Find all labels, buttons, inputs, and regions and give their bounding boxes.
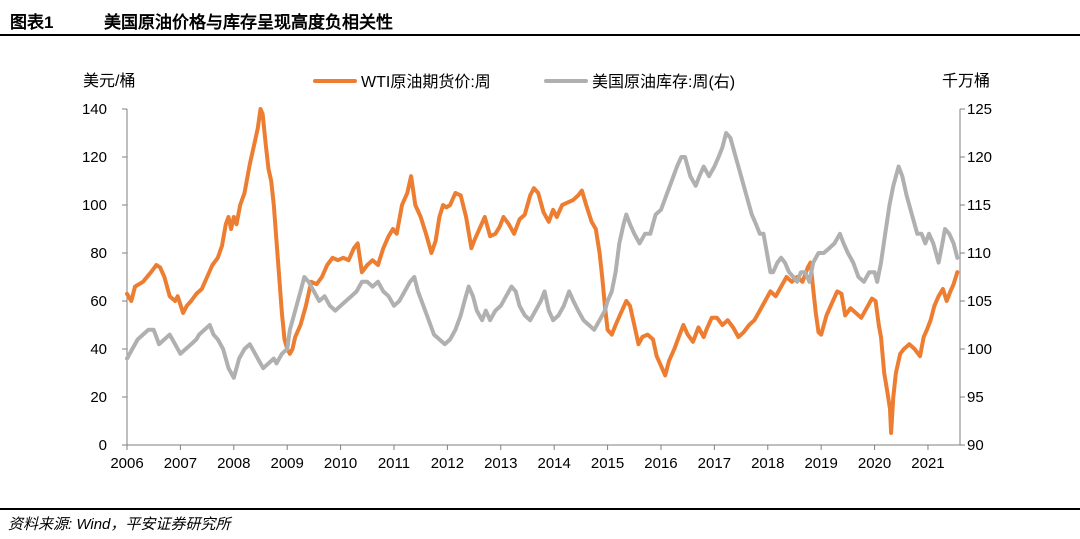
y-tick-label-left: 120 <box>82 149 107 166</box>
x-tick-label: 2009 <box>271 455 304 472</box>
y-tick-label-left: 0 <box>99 437 107 454</box>
header-rule <box>0 34 1080 36</box>
x-tick-label: 2017 <box>698 455 731 472</box>
y-tick-label-right: 105 <box>967 293 992 310</box>
x-tick-label: 2021 <box>911 455 944 472</box>
dual-axis-line-chart: 0 20 40 60 80 100 120 140 90 95 100 105 110 115 120 125… <box>82 72 992 472</box>
x-tick-label: 2016 <box>644 455 677 472</box>
y-tick-label-left: 40 <box>90 341 107 358</box>
figure-header: 图表1 美国原油价格与库存呈现高度负相关性 <box>0 0 1080 36</box>
x-tick-label: 2011 <box>378 455 410 472</box>
y-tick-label-right: 115 <box>967 197 991 214</box>
y-axis-label-right: 千万桶 <box>942 72 990 90</box>
y-tick-label-left: 20 <box>90 389 107 406</box>
y-tick-label-right: 100 <box>967 341 992 358</box>
x-tick-label: 2020 <box>858 455 891 472</box>
x-tick-label: 2018 <box>751 455 784 472</box>
x-tick-label: 2015 <box>591 455 624 472</box>
figure-number: 图表1 <box>10 13 54 32</box>
y-tick-label-right: 95 <box>967 389 984 406</box>
x-tick-label: 2006 <box>110 455 143 472</box>
figure-title: 美国原油价格与库存呈现高度负相关性 <box>104 13 393 32</box>
y-tick-label-right: 120 <box>967 149 992 166</box>
x-tick-label: 2012 <box>431 455 464 472</box>
y-tick-label-right: 110 <box>967 245 991 262</box>
legend-label: WTI原油期货价:周 <box>361 73 491 91</box>
series-line-inventory <box>125 131 960 380</box>
y-axis-label-left: 美元/桶 <box>83 72 135 90</box>
y-tick-label-right: 125 <box>967 101 992 118</box>
y-tick-label-left: 60 <box>90 293 107 310</box>
x-tick-label: 2008 <box>217 455 250 472</box>
source-note: 资料来源: Wind，平安证券研究所 <box>8 516 231 533</box>
x-tick-label: 2014 <box>537 455 570 472</box>
y-tick-label-left: 80 <box>90 245 107 262</box>
series-line-wti-price <box>125 107 960 435</box>
x-tick-label: 2019 <box>804 455 837 472</box>
y-tick-label-left: 140 <box>82 101 107 118</box>
x-tick-label: 2013 <box>484 455 517 472</box>
legend-label: 美国原油库存:周(右) <box>592 73 735 91</box>
y-tick-label-right: 90 <box>967 437 984 454</box>
footer-rule <box>0 508 1080 510</box>
x-tick-label: 2010 <box>324 455 357 472</box>
y-tick-label-left: 100 <box>82 197 107 214</box>
x-tick-label: 2007 <box>164 455 197 472</box>
